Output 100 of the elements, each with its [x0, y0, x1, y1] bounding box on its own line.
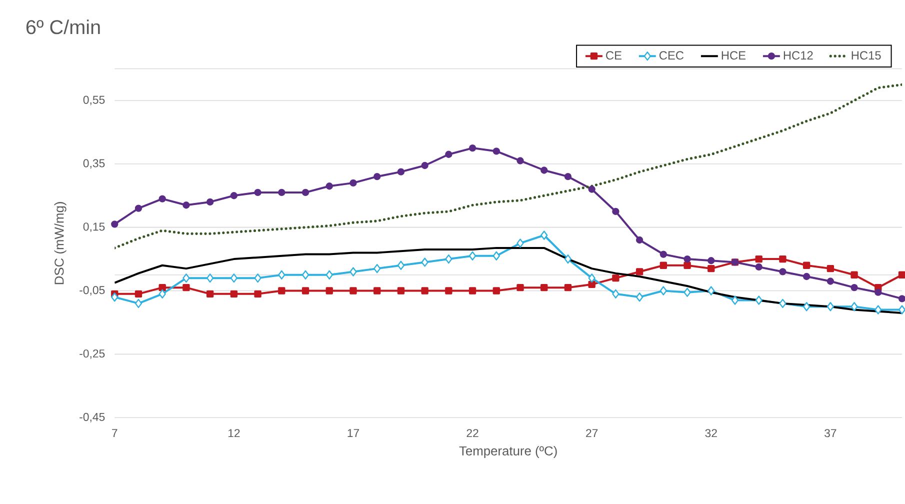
- point: [564, 284, 572, 292]
- point: [158, 289, 166, 298]
- point: [421, 287, 428, 294]
- x-tick-label: 37: [824, 428, 836, 438]
- point: [134, 204, 142, 212]
- point: [445, 287, 452, 294]
- point: [564, 172, 572, 180]
- point: [779, 268, 786, 276]
- chart-title: 6º C/min: [26, 19, 100, 34]
- point: [350, 287, 357, 294]
- point: [540, 166, 548, 174]
- y-tick-label: -0,25: [80, 349, 105, 359]
- point: [206, 273, 214, 282]
- point: [636, 268, 644, 276]
- x-tick-label: 17: [348, 428, 360, 437]
- legend-label: CEC: [659, 51, 684, 60]
- y-tick-label: -0,45: [80, 412, 105, 422]
- point: [182, 273, 190, 282]
- point: [684, 262, 691, 269]
- point: [826, 264, 834, 272]
- point: [374, 172, 381, 180]
- point: [516, 284, 524, 292]
- point: [708, 286, 715, 296]
- point: [850, 284, 858, 292]
- y-tick-label: 0,15: [83, 222, 105, 232]
- legend-label: CE: [606, 51, 622, 60]
- point: [158, 195, 166, 202]
- point: [326, 270, 333, 280]
- point: [230, 273, 238, 282]
- point: [445, 150, 452, 158]
- x-tick-label: 32: [705, 428, 717, 438]
- point: [111, 220, 118, 228]
- point: [397, 287, 405, 294]
- point: [254, 290, 262, 298]
- point: [588, 280, 596, 288]
- point: [468, 144, 476, 152]
- point: [326, 182, 333, 190]
- point: [468, 287, 476, 294]
- point: [182, 284, 190, 292]
- point: [826, 302, 834, 312]
- point: [850, 302, 858, 312]
- point: [302, 270, 310, 280]
- point: [492, 287, 500, 294]
- point: [397, 260, 405, 270]
- x-tick-label: 27: [586, 428, 598, 437]
- point: [802, 302, 810, 312]
- point: [826, 277, 834, 285]
- point: [898, 294, 905, 302]
- point: [230, 192, 238, 200]
- point: [134, 290, 142, 298]
- point: [731, 296, 739, 305]
- point: [898, 271, 905, 278]
- point: [516, 156, 524, 164]
- point: [636, 236, 644, 244]
- point: [206, 198, 214, 206]
- point: [588, 186, 596, 193]
- point: [660, 286, 667, 296]
- point: [612, 208, 620, 215]
- point: [874, 288, 882, 296]
- point: [421, 162, 428, 169]
- point: [612, 289, 620, 298]
- point: [302, 188, 310, 196]
- point: [206, 290, 214, 298]
- point: [516, 238, 524, 248]
- point: [278, 270, 286, 280]
- point: [397, 168, 405, 176]
- point: [230, 290, 238, 298]
- point: [755, 296, 762, 305]
- point: [850, 271, 858, 278]
- point: [350, 179, 357, 186]
- point: [684, 288, 691, 297]
- point: [779, 255, 786, 262]
- legend-label: HC12: [784, 51, 813, 60]
- point: [802, 262, 810, 269]
- point: [158, 284, 166, 292]
- point: [374, 287, 381, 294]
- legend-label: HCE: [722, 51, 746, 60]
- point: [660, 262, 667, 269]
- point: [492, 147, 500, 155]
- point: [540, 284, 548, 292]
- point: [779, 298, 786, 308]
- point: [111, 292, 118, 302]
- y-tick-label: 0,35: [83, 159, 105, 168]
- point: [612, 274, 620, 282]
- x-tick-label: 22: [466, 428, 478, 437]
- point: [445, 254, 452, 264]
- point: [874, 305, 882, 314]
- x-tick-label: 7: [112, 428, 118, 437]
- point: [564, 254, 572, 264]
- point: [254, 188, 262, 196]
- point: [708, 256, 715, 264]
- point: [540, 230, 548, 240]
- point: [182, 201, 190, 209]
- y-axis-title: DSC (mW/mg): [54, 202, 66, 284]
- point: [302, 287, 310, 294]
- x-axis-title: Temperature (ºC): [459, 446, 557, 458]
- point: [898, 305, 905, 314]
- x-tick-label: 12: [228, 428, 240, 437]
- point: [326, 287, 333, 294]
- point: [468, 251, 476, 260]
